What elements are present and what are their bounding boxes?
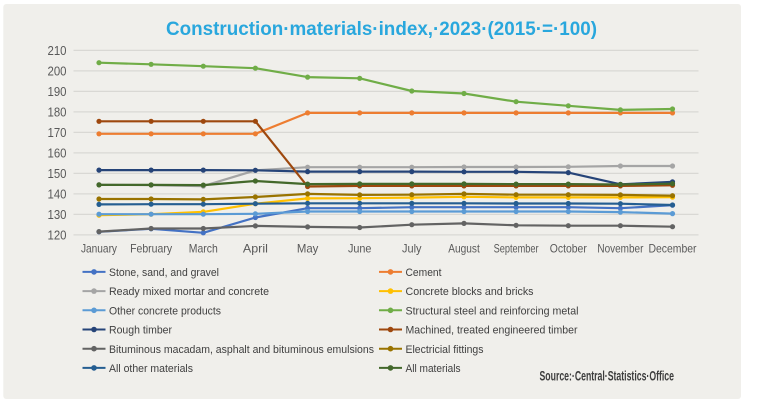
- svg-text:140: 140: [48, 187, 67, 201]
- svg-text:All other materials: All other materials: [109, 363, 193, 375]
- svg-text:September: September: [494, 242, 539, 256]
- svg-text:Other concrete products: Other concrete products: [109, 305, 221, 317]
- svg-text:April: April: [243, 242, 268, 256]
- svg-text:120: 120: [48, 228, 67, 242]
- svg-text:200: 200: [48, 64, 67, 78]
- svg-text:June: June: [348, 242, 372, 256]
- svg-text:Cement: Cement: [406, 267, 443, 279]
- svg-text:July: July: [402, 242, 422, 256]
- svg-text:February: February: [130, 242, 172, 256]
- svg-text:October: October: [550, 242, 587, 256]
- svg-text:December: December: [649, 242, 697, 256]
- svg-text:210: 210: [48, 44, 67, 58]
- svg-text:All materials: All materials: [406, 363, 461, 375]
- svg-text:180: 180: [48, 105, 67, 119]
- svg-text:March: March: [189, 242, 218, 256]
- svg-text:Electricial fittings: Electricial fittings: [406, 344, 484, 356]
- svg-text:Concrete blocks and bricks: Concrete blocks and bricks: [406, 286, 534, 298]
- svg-text:Source:·Central·Statistics·Off: Source:·Central·Statistics·Office: [540, 367, 675, 383]
- svg-text:Rough timber: Rough timber: [109, 325, 172, 337]
- svg-text:January: January: [81, 242, 117, 256]
- svg-text:130: 130: [48, 208, 67, 222]
- svg-text:150: 150: [48, 167, 67, 181]
- svg-text:170: 170: [48, 126, 67, 140]
- svg-text:Ready mixed mortar and concret: Ready mixed mortar and concrete: [109, 286, 269, 298]
- svg-text:Stone, sand, and gravel: Stone, sand, and gravel: [109, 267, 219, 279]
- svg-text:Construction·materials·index,·: Construction·materials·index,·2023·(2015…: [166, 19, 597, 40]
- svg-text:August: August: [448, 242, 480, 256]
- svg-text:Structural steel and reinforci: Structural steel and reinforcing metal: [406, 305, 579, 317]
- svg-text:May: May: [297, 242, 319, 256]
- svg-text:160: 160: [48, 146, 67, 160]
- svg-text:Bituminous macadam, asphalt an: Bituminous macadam, asphalt and bitumino…: [109, 344, 374, 356]
- svg-text:Machined, treated engineered t: Machined, treated engineered timber: [406, 325, 578, 337]
- svg-text:190: 190: [48, 85, 67, 99]
- svg-text:November: November: [597, 242, 643, 256]
